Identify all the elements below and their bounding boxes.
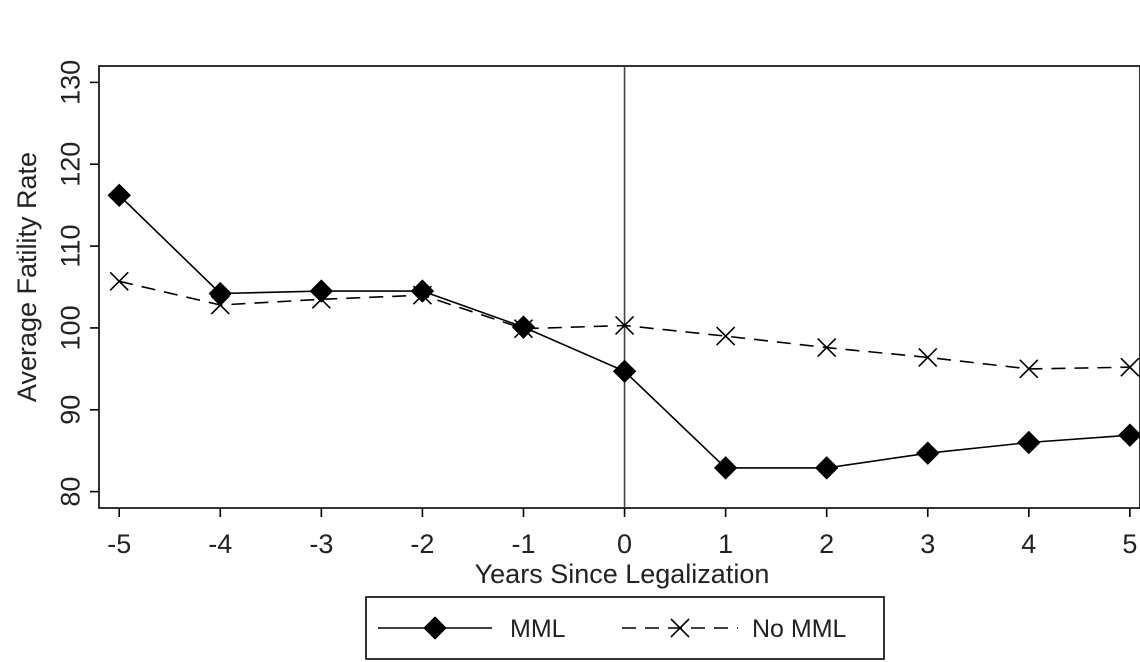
y-tick-label: 80 [55, 477, 85, 507]
data-point [918, 347, 938, 367]
data-point [1017, 430, 1041, 455]
data-point [1118, 423, 1140, 447]
data-point [513, 319, 534, 339]
data-point [612, 359, 637, 384]
y-axis-title: Average Fatility Rate [12, 152, 42, 402]
data-point [716, 326, 736, 346]
data-point [713, 456, 738, 480]
y-tick-label: 90 [55, 395, 85, 425]
legend-swatch-marker [423, 616, 447, 640]
x-tick-label: -4 [208, 529, 232, 559]
data-point [1019, 359, 1039, 379]
x-tick-label: 3 [920, 529, 935, 559]
plot-frame [98, 65, 1140, 509]
x-tick-label: 1 [718, 529, 733, 559]
y-tick-label: 120 [55, 142, 85, 187]
x-tick-label: -3 [309, 529, 333, 559]
legend-swatch-marker [670, 618, 690, 638]
legend-label: MML [510, 615, 566, 643]
x-tick-label: 2 [819, 529, 834, 559]
x-tick-label: 0 [617, 529, 632, 559]
data-point [309, 279, 334, 303]
axis-labels: Years Since Legalization Average Fatilit… [12, 152, 769, 589]
data-point [817, 338, 837, 358]
y-tick-label: 110 [55, 225, 85, 268]
data-point [412, 285, 432, 305]
axes: 80 90 100 110 120 130 -5 -4 -3 -2 -1 0 1 2 3 4 5 [55, 60, 1140, 559]
x-tick-label: -5 [107, 529, 131, 559]
data-point [107, 183, 131, 208]
data-point [814, 456, 839, 480]
legend: MML No MML [365, 596, 885, 660]
data-point [916, 441, 940, 465]
y-tick-label: 100 [55, 305, 85, 350]
data-point [109, 271, 129, 291]
series-no-mml [109, 271, 1140, 379]
x-tick-label: -1 [511, 529, 535, 559]
x-axis-title: Years Since Legalization [475, 559, 770, 589]
data-point [311, 289, 331, 309]
data-point [410, 279, 435, 303]
series-group [107, 183, 1140, 480]
y-tick-label: 130 [55, 60, 85, 105]
data-point [614, 315, 635, 336]
data-point [511, 315, 536, 339]
data-point [1120, 357, 1140, 377]
x-tick-label: 5 [1122, 529, 1137, 559]
x-tick-label: 4 [1021, 529, 1036, 559]
legend-label: No MML [752, 615, 847, 643]
x-tick-label: -2 [410, 529, 434, 559]
data-point [210, 295, 230, 315]
